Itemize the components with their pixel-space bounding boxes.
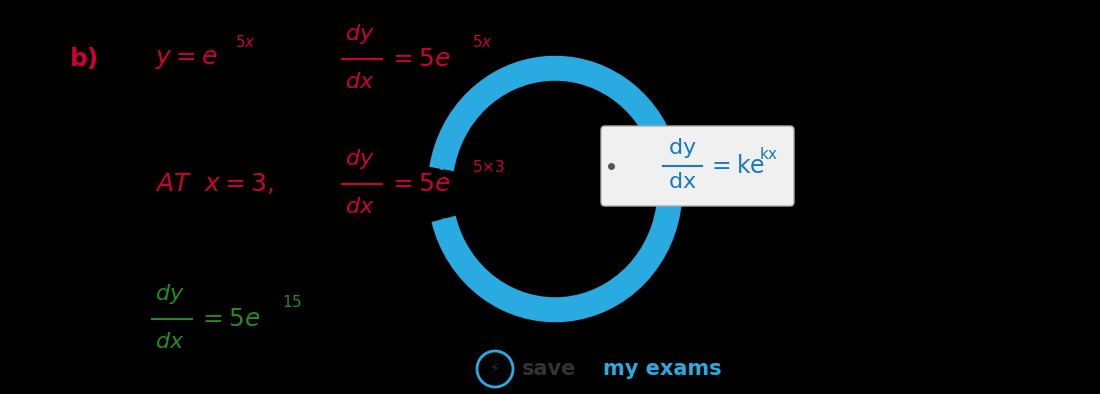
Text: $dx$: $dx$ [155,332,185,352]
Text: $5{\times}3$: $5{\times}3$ [472,159,505,175]
Text: $15$: $15$ [282,294,303,310]
FancyBboxPatch shape [601,126,794,206]
Text: $= 5e$: $= 5e$ [388,47,451,71]
Text: $\mathregular{dy}$: $\mathregular{dy}$ [668,136,696,160]
Text: b): b) [70,47,99,71]
Text: $y = e$: $y = e$ [155,47,218,71]
Text: $\mathregular{kx}$: $\mathregular{kx}$ [759,146,779,162]
Text: $dy$: $dy$ [155,282,185,306]
Text: $AT\ \ x=3,$: $AT\ \ x=3,$ [155,171,274,197]
Text: save: save [522,359,576,379]
Text: $= 5e$: $= 5e$ [198,307,261,331]
Text: $\mathregular{dx}$: $\mathregular{dx}$ [668,172,696,192]
Text: $dy$: $dy$ [345,147,374,171]
Text: my exams: my exams [603,359,722,379]
Text: $5x$: $5x$ [472,34,493,50]
Text: $= \mathregular{ke}$: $= \mathregular{ke}$ [707,154,766,178]
Text: $dy$: $dy$ [345,22,374,46]
Text: $dx$: $dx$ [345,197,374,217]
Text: $5x$: $5x$ [235,34,256,50]
Text: $dx$: $dx$ [345,72,374,92]
Text: ⚡: ⚡ [491,362,499,376]
Text: $= 5e$: $= 5e$ [388,172,451,196]
